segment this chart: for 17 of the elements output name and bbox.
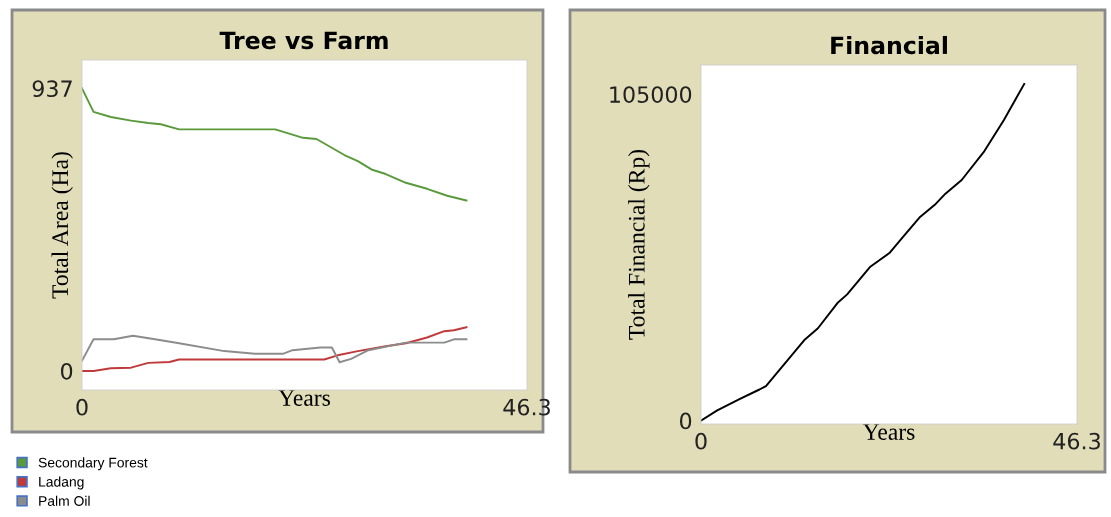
x-tick-label: 46.3 [1053, 432, 1100, 450]
x-axis-title: Years [278, 390, 330, 406]
legend-label: Secondary Forest [38, 457, 148, 471]
legend-label: Ladang [39, 476, 84, 490]
line-series [82, 326, 468, 372]
x-axis-title: Years [862, 424, 915, 440]
x-tick-label: 46.3 [503, 398, 550, 416]
y-tick-label: 937 [32, 80, 72, 98]
line-series [82, 87, 468, 202]
line-series [82, 334, 468, 364]
y-axis-title: Total Financial (Rp) [628, 149, 650, 340]
chart-title: Tree vs Farm [219, 31, 388, 50]
y-tick-label: 105000 [610, 86, 692, 103]
line-series [701, 82, 1026, 422]
y-axis-title: Total Area (Ha) [51, 152, 73, 299]
legend-label: Palm Oil [39, 495, 90, 506]
chart-title: Financial [831, 35, 947, 55]
